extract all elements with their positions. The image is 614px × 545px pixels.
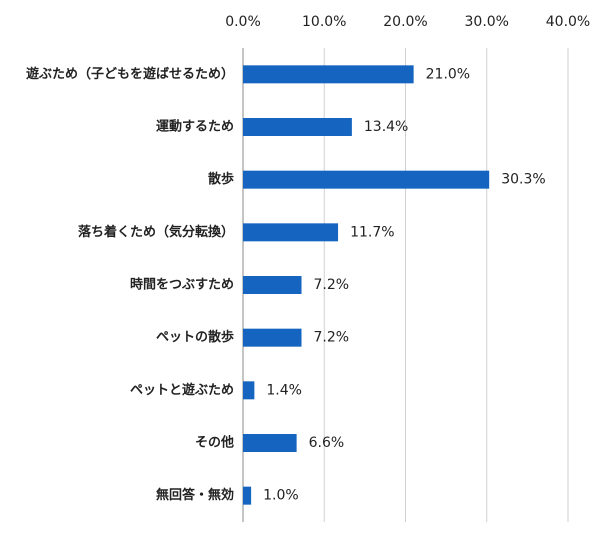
bar [243, 486, 252, 505]
bar [243, 328, 302, 347]
data-label: 13.4% [364, 119, 408, 135]
data-label: 6.6% [309, 435, 345, 451]
category-label: 無回答・無効 [156, 487, 234, 503]
x-tick-label: 40.0% [546, 14, 590, 30]
data-label: 1.0% [263, 488, 299, 504]
bar [243, 276, 302, 294]
data-label: 30.3% [501, 172, 545, 188]
category-label: 遊ぶため（子どもを遊ばせるため） [26, 66, 234, 82]
x-tick-label: 30.0% [465, 14, 509, 30]
bar [243, 381, 255, 400]
bar [243, 170, 490, 189]
x-tick-label: 10.0% [302, 14, 346, 30]
bar [243, 223, 339, 242]
bar [243, 118, 352, 136]
category-label: その他 [195, 435, 234, 451]
category-label: 落ち着くため（気分転換） [78, 224, 234, 240]
category-label: ペットの散歩 [156, 329, 234, 345]
data-label: 21.0% [426, 66, 470, 82]
category-label: 散歩 [208, 171, 234, 187]
category-label: ペットと遊ぶため [130, 382, 234, 398]
bar [243, 65, 414, 84]
category-label: 運動するため [156, 119, 234, 135]
bar [243, 434, 297, 452]
data-label: 1.4% [266, 382, 302, 398]
data-label: 7.2% [314, 277, 350, 293]
data-label: 11.7% [350, 224, 394, 240]
data-label: 7.2% [314, 330, 350, 346]
x-tick-label: 0.0% [225, 14, 261, 30]
category-label: 時間をつぶすため [130, 277, 234, 293]
x-tick-label: 20.0% [383, 14, 427, 30]
